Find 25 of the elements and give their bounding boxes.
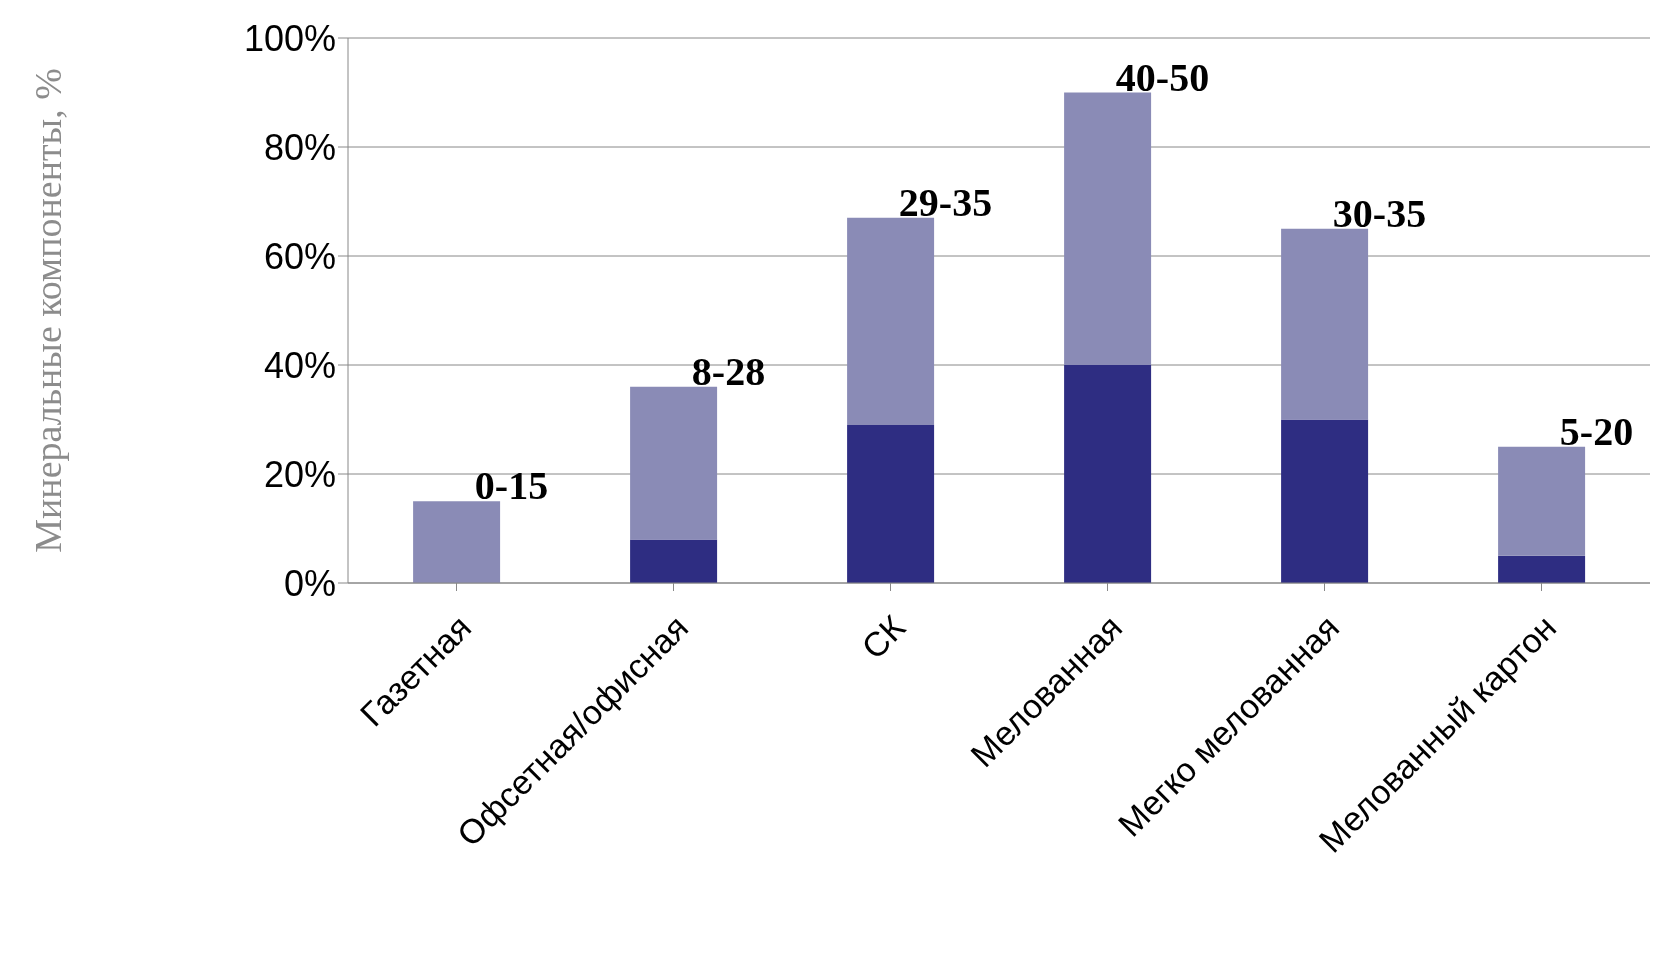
annotation: 8-28 [691,348,766,394]
y-axis-title: Минеральные компоненты, % [27,68,70,553]
annotation: 40-50 [1115,54,1210,100]
bar [1281,419,1369,583]
bar [1498,446,1586,556]
annotation: 0-15 [474,463,549,509]
x-tick-label: СК [854,607,913,667]
y-tick-label: 80% [263,126,336,168]
bar [630,386,718,540]
bar [413,501,501,583]
y-tick-label: 40% [263,344,336,386]
bar [1064,92,1152,365]
bar [1498,555,1586,583]
y-tick-label: 0% [283,562,336,604]
y-tick-label: 100% [243,17,336,59]
annotation: 5-20 [1559,408,1634,454]
bar [630,539,718,583]
bar [847,424,935,583]
annotation: 30-35 [1332,190,1427,236]
bar [1281,228,1369,420]
annotation: 29-35 [898,179,993,225]
bar [847,217,935,425]
bar [1064,365,1152,583]
y-tick-label: 60% [263,235,336,277]
y-tick-label: 20% [263,453,336,495]
